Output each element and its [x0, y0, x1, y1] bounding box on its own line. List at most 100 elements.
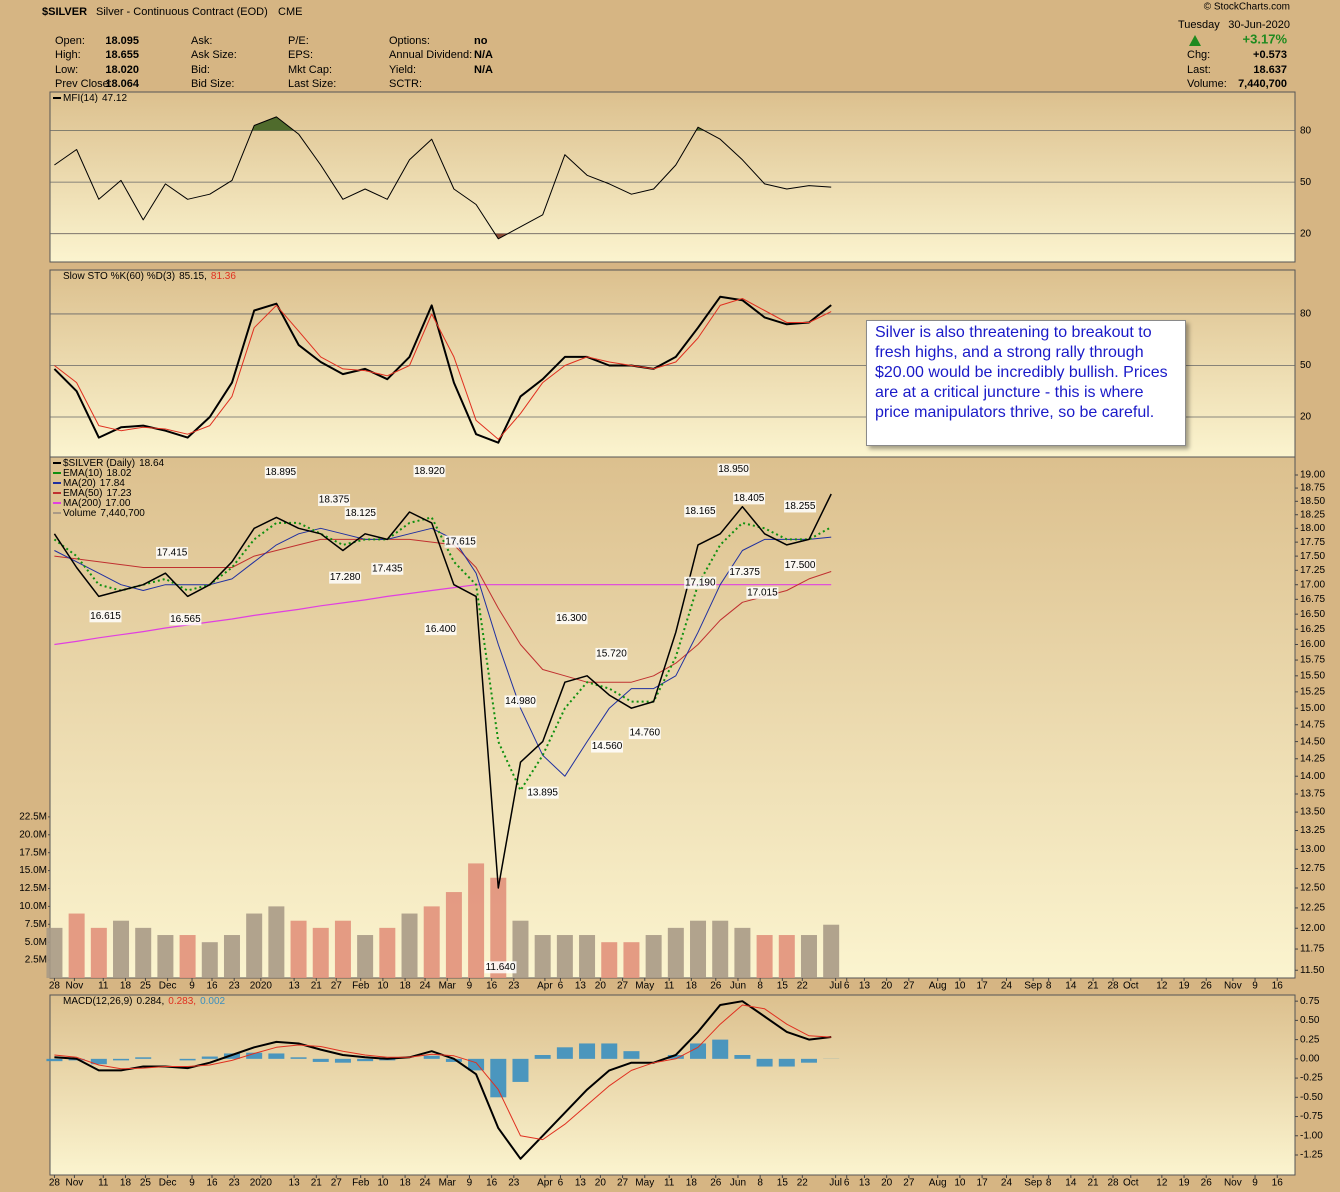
volume-bar — [445, 892, 462, 978]
annotation: 17.190 — [685, 577, 716, 588]
x-tick-label: 18 — [120, 1178, 132, 1189]
legend-value: 7,440,700 — [100, 508, 145, 519]
series-line — [54, 538, 832, 683]
x-tick-label: 21 — [311, 981, 323, 992]
x-tick-label: 18 — [400, 981, 412, 992]
histogram-bar — [778, 1058, 795, 1067]
annotation-box — [784, 559, 817, 572]
legend-value: 81.36 — [211, 271, 236, 282]
histogram-bar — [201, 1056, 218, 1059]
legend-entry: EMA(10) 18.02 — [63, 468, 132, 479]
y-tick-label: 16.25 — [1300, 624, 1325, 635]
histogram-bar — [534, 1055, 551, 1059]
y-tick-label: 18.50 — [1300, 496, 1325, 507]
x-tick-label: 6 — [558, 1178, 564, 1189]
y-tick-label: 12.25 — [1300, 903, 1325, 914]
volume-bar — [645, 935, 662, 978]
y2-tick-label: 2.5M — [25, 955, 47, 966]
annotation-box — [169, 613, 202, 626]
field-value: N/A — [474, 49, 493, 61]
y-tick-label: 14.50 — [1300, 736, 1325, 747]
legend-entry: Slow STO %K(60) %D(3) 85.15, 81.36 — [63, 271, 236, 282]
histogram-bar — [246, 1052, 263, 1059]
y-tick-label: 13.50 — [1300, 807, 1325, 818]
y-tick-label: -0.50 — [1300, 1092, 1323, 1103]
annotation-box — [733, 492, 766, 505]
field-label: P/E: — [288, 35, 309, 47]
legend-entry: MFI(14) 47.12 — [63, 93, 127, 104]
field-label: Last Size: — [288, 78, 336, 90]
x-tick-label: 27 — [617, 1178, 629, 1189]
x-tick-label: May — [635, 1178, 654, 1189]
annotation: 18.405 — [734, 493, 765, 504]
volume-bar — [556, 935, 573, 978]
y-tick-label: 14.00 — [1300, 771, 1325, 782]
y-tick-label: 19.00 — [1300, 470, 1325, 481]
panel-background — [49, 91, 1296, 263]
instrument-name: Silver - Continuous Contract (EOD) — [96, 6, 268, 18]
y-tick-label: 17.50 — [1300, 551, 1325, 562]
volume-bar — [246, 913, 263, 978]
x-tick-label: 9 — [467, 981, 473, 992]
x-tick-label: Jul — [829, 981, 842, 992]
copyright: © StockCharts.com — [1204, 2, 1290, 13]
annotation-box — [371, 562, 404, 575]
x-tick-label: 6 — [558, 981, 564, 992]
stat-value: 18.637 — [1253, 64, 1287, 76]
volume-bar — [290, 920, 307, 978]
annotation: 17.015 — [747, 587, 778, 598]
volume-bar — [179, 935, 196, 978]
x-tick-label: 28 — [49, 1178, 61, 1189]
x-tick-label: 11 — [98, 981, 109, 992]
field-value: 18.655 — [105, 49, 139, 61]
x-tick-label: Nov — [66, 981, 84, 992]
change-pct: +3.17% — [1243, 31, 1288, 46]
x-tick-label: Aug — [929, 981, 947, 992]
x-tick-label: Jul — [829, 1178, 842, 1189]
series-line — [53, 493, 832, 889]
annotation: 16.615 — [90, 611, 121, 622]
volume-bar — [823, 924, 840, 978]
y-tick-label: -1.00 — [1300, 1130, 1323, 1141]
volume-bar — [423, 906, 440, 978]
annotation-box — [717, 463, 750, 476]
y-tick-label: 17.75 — [1300, 537, 1325, 548]
volume-bar — [623, 942, 640, 978]
volume-bar — [490, 877, 507, 978]
histogram-bar — [690, 1043, 707, 1059]
annotation-box — [784, 500, 817, 513]
y-tick-label: 15.75 — [1300, 655, 1325, 666]
annotation: 11.640 — [486, 962, 516, 973]
series-line — [54, 116, 832, 240]
annotation: 13.895 — [527, 787, 558, 798]
field-value: 18.020 — [105, 64, 139, 76]
annotation: 17.500 — [785, 560, 816, 571]
legend-value: 17.00 — [105, 498, 130, 509]
annotation: 16.565 — [170, 614, 201, 625]
x-tick-label: Feb — [352, 1178, 370, 1189]
x-tick-label: 27 — [331, 981, 343, 992]
y-tick-label: 12.75 — [1300, 863, 1325, 874]
x-tick-label: 15 — [777, 1178, 789, 1189]
x-tick-label: Feb — [352, 981, 370, 992]
x-tick-label: 9 — [1252, 1178, 1258, 1189]
field-label: Ask Size: — [191, 49, 237, 61]
x-tick-label: 21 — [311, 1178, 323, 1189]
x-tick-label: 21 — [1087, 981, 1099, 992]
stat-label: Last: — [1187, 64, 1211, 76]
x-tick-label: 24 — [1001, 981, 1013, 992]
annotation: 15.720 — [596, 649, 627, 660]
annotation: 17.415 — [157, 548, 188, 559]
x-tick-label: 27 — [903, 981, 915, 992]
x-tick-label: Jun — [730, 1178, 746, 1189]
x-tick-label: 20 — [595, 1178, 607, 1189]
y2-tick-label: 5.0M — [25, 937, 47, 948]
field-label: Low: — [55, 64, 78, 76]
y2-tick-label: 15.0M — [19, 865, 47, 876]
x-tick-label: Nov — [1224, 1178, 1242, 1189]
annotation-box — [344, 507, 377, 520]
legend-value: 17.84 — [100, 478, 125, 489]
annotation-box — [156, 546, 189, 559]
y2-tick-label: 22.5M — [19, 812, 47, 823]
